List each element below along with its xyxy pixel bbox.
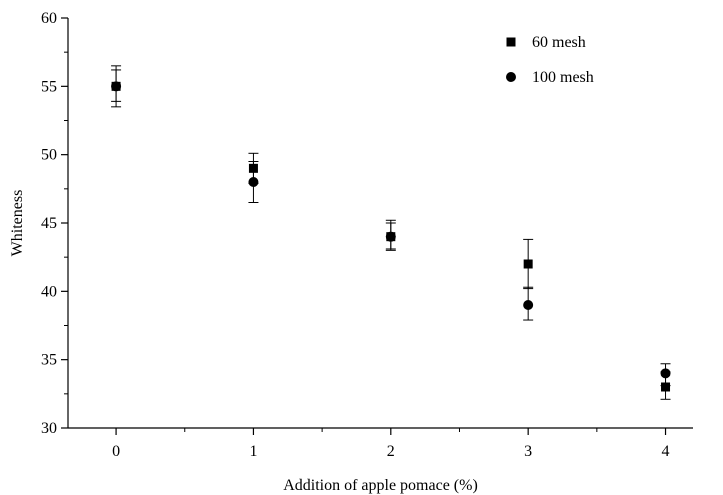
y-tick-label: 35 bbox=[41, 352, 57, 369]
legend-label: 60 mesh bbox=[532, 34, 586, 51]
point-100-mesh bbox=[660, 368, 671, 379]
x-tick-label: 3 bbox=[524, 443, 532, 460]
x-tick-label: 2 bbox=[387, 443, 395, 460]
y-tick-label: 50 bbox=[41, 147, 57, 164]
ticks: 30 35 40 45 50 55 60 0 1 2 3 4 bbox=[41, 10, 670, 460]
point-100-mesh bbox=[248, 177, 259, 187]
y-tick-label: 40 bbox=[41, 283, 57, 300]
x-axis-title: Addition of apple pomace (%) bbox=[283, 477, 478, 494]
y-axis-title: Whiteness bbox=[9, 190, 26, 257]
axes bbox=[67, 18, 693, 429]
legend-marker bbox=[506, 72, 516, 82]
legend-marker bbox=[506, 37, 516, 47]
point-60-mesh bbox=[386, 232, 396, 242]
point-60-mesh bbox=[111, 81, 121, 91]
legend: 60 mesh 100 mesh bbox=[506, 34, 594, 86]
x-tick-label: 4 bbox=[662, 443, 670, 460]
y-tick-label: 60 bbox=[41, 10, 57, 27]
point-100-mesh bbox=[523, 300, 534, 310]
point-60-mesh bbox=[248, 163, 258, 173]
data-points bbox=[111, 81, 671, 392]
y-tick-label: 55 bbox=[41, 78, 57, 95]
point-60-mesh bbox=[523, 259, 533, 269]
x-tick-label: 0 bbox=[112, 443, 120, 460]
x-tick-label: 1 bbox=[249, 443, 257, 460]
y-tick-label: 30 bbox=[41, 420, 57, 437]
legend-label: 100 mesh bbox=[532, 69, 594, 86]
y-tick-label: 45 bbox=[41, 215, 57, 232]
point-60-mesh bbox=[661, 382, 671, 392]
